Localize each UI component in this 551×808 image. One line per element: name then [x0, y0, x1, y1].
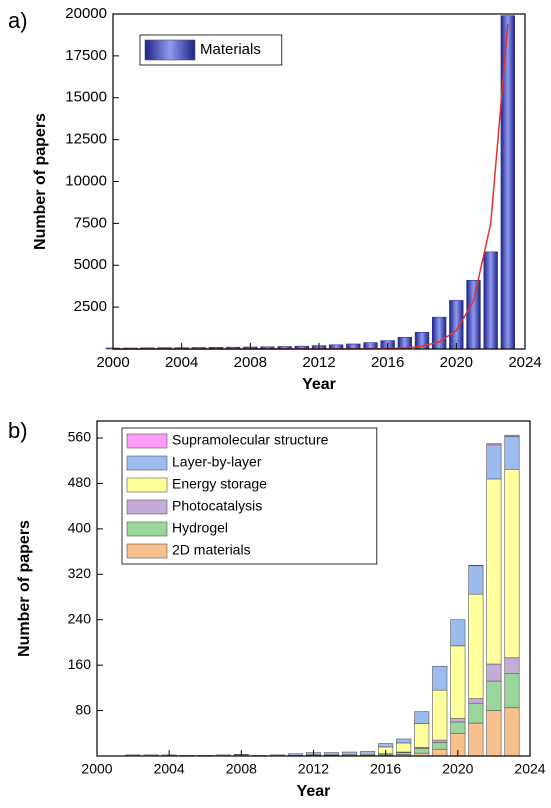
bar — [486, 663, 502, 682]
bar — [414, 711, 430, 724]
bar — [486, 443, 502, 446]
bar — [414, 748, 430, 754]
bar — [396, 738, 412, 744]
bar — [486, 710, 502, 757]
bar — [360, 751, 376, 755]
bar — [504, 436, 520, 470]
bar — [432, 748, 448, 757]
bar — [468, 565, 484, 595]
fit-line — [113, 23, 509, 350]
legend-swatch — [126, 543, 168, 559]
x-tick-label: 2000 — [96, 354, 129, 371]
bar — [431, 316, 447, 350]
bar — [432, 689, 448, 741]
x-tick-label: 2016 — [371, 354, 404, 371]
y-tick-label: 7500 — [74, 214, 107, 231]
bar — [450, 645, 466, 719]
x-tick-label: 2012 — [298, 761, 329, 777]
bar — [450, 718, 466, 723]
bar — [500, 15, 516, 350]
legend-swatch — [126, 521, 168, 537]
legend-swatch — [126, 433, 168, 449]
legend-swatch — [144, 39, 196, 61]
y-tick-label: 17500 — [65, 47, 107, 64]
bar — [414, 723, 430, 748]
legend-swatch — [126, 477, 168, 493]
bar — [432, 739, 448, 743]
bar — [504, 434, 520, 437]
x-tick-label: 2004 — [165, 354, 198, 371]
bar — [504, 657, 520, 674]
bar — [468, 593, 484, 699]
bar — [468, 564, 484, 567]
y-tick-label: 160 — [68, 656, 92, 672]
bar — [468, 698, 484, 704]
x-axis-title: Year — [302, 376, 336, 393]
bar — [486, 478, 502, 665]
y-tick-label: 240 — [68, 610, 92, 626]
x-tick-label: 2020 — [442, 761, 473, 777]
x-tick-label: 2012 — [302, 354, 335, 371]
legend-label: Energy storage — [172, 476, 267, 492]
x-tick-label: 2008 — [234, 354, 267, 371]
bar — [483, 251, 498, 350]
legend-label: Photocatalysis — [172, 498, 262, 514]
y-tick-label: 12500 — [65, 131, 107, 148]
bar — [486, 444, 502, 480]
bar — [504, 673, 520, 709]
y-tick-label: 400 — [68, 520, 92, 536]
x-tick-label: 2008 — [226, 761, 257, 777]
bar — [450, 721, 466, 734]
legend-label: Supramolecular structure — [172, 432, 329, 448]
y-tick-label: 10000 — [65, 172, 107, 189]
legend-swatch — [126, 455, 168, 471]
legend-swatch — [126, 499, 168, 515]
y-tick-label: 480 — [68, 474, 92, 490]
x-tick-label: 2024 — [514, 761, 545, 777]
bar — [432, 742, 448, 750]
bar — [396, 742, 412, 753]
bar — [378, 743, 394, 748]
bar — [468, 722, 484, 757]
bar — [504, 468, 520, 659]
x-axis-title: Year — [297, 783, 331, 800]
bar — [432, 665, 448, 691]
y-axis-title: Number of papers — [32, 113, 49, 250]
x-tick-label: 2016 — [370, 761, 401, 777]
y-tick-label: 20000 — [65, 5, 107, 22]
legend-label: Hydrogel — [172, 520, 228, 536]
bar — [287, 753, 303, 756]
bar — [342, 751, 358, 755]
x-tick-label: 2004 — [154, 761, 185, 777]
legend-label: 2D materials — [172, 542, 251, 558]
bar — [450, 619, 466, 647]
legend-label: Materials — [200, 41, 261, 58]
y-tick-label: 5000 — [74, 256, 107, 273]
bar — [486, 680, 502, 711]
y-axis-title: Number of papers — [16, 520, 33, 657]
y-tick-label: 80 — [75, 701, 91, 717]
y-tick-label: 15000 — [65, 89, 107, 106]
legend-box — [121, 427, 378, 565]
y-tick-label: 2500 — [74, 298, 107, 315]
panel-label: b) — [8, 418, 28, 443]
bar — [504, 707, 520, 757]
x-tick-label: 2024 — [508, 354, 541, 371]
bar — [466, 280, 481, 350]
x-tick-label: 2000 — [81, 761, 112, 777]
bar — [324, 752, 340, 756]
y-tick-label: 560 — [68, 429, 92, 445]
panel-label: a) — [8, 8, 28, 33]
bar — [449, 300, 464, 350]
legend-label: Layer-by-layer — [172, 454, 262, 470]
bar — [468, 702, 484, 724]
y-tick-label: 320 — [68, 565, 92, 581]
x-tick-label: 2020 — [440, 354, 473, 371]
